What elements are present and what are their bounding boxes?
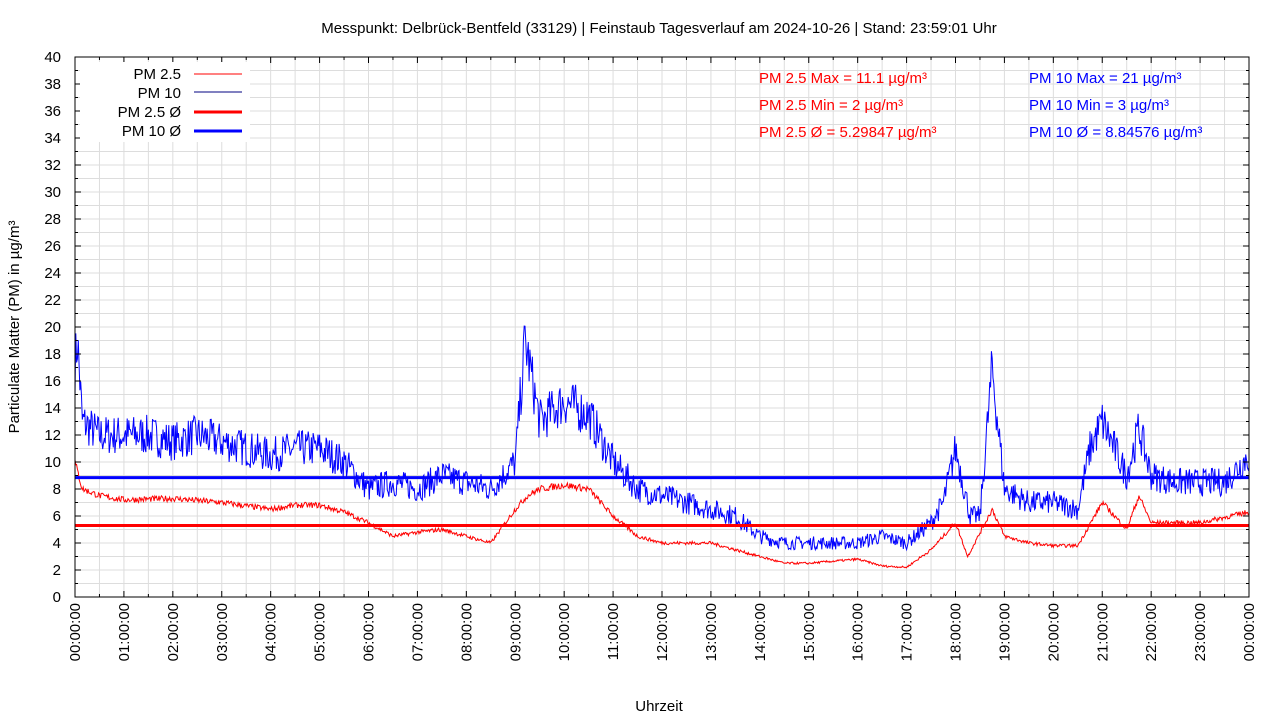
x-tick-label: 19:00:00 — [996, 603, 1013, 661]
y-tick-label: 16 — [44, 373, 61, 390]
y-tick-label: 6 — [53, 508, 61, 525]
x-tick-label: 16:00:00 — [850, 603, 867, 661]
stats-annotations: PM 2.5 Max = 11.1 µg/m³ PM 2.5 Min = 2 µ… — [759, 70, 1202, 141]
legend-label-pm25: PM 2.5 — [133, 66, 181, 83]
x-tick-label: 13:00:00 — [703, 603, 720, 661]
x-tick-label: 20:00:00 — [1045, 603, 1062, 661]
y-tick-label: 18 — [44, 346, 61, 363]
chart-title: Messpunkt: Delbrück-Bentfeld (33129) | F… — [321, 20, 996, 37]
x-tick-label: 06:00:00 — [361, 603, 378, 661]
axes: 024681012141618202224262830323436384000:… — [44, 49, 1258, 661]
y-tick-label: 40 — [44, 49, 61, 66]
series-line-pm10 — [74, 325, 1250, 552]
pm25-min-label: PM 2.5 Min = 2 µg/m³ — [759, 97, 903, 114]
x-tick-label: 14:00:00 — [752, 603, 769, 661]
y-tick-label: 0 — [53, 589, 61, 606]
y-axis-label: Particulate Matter (PM) in µg/m³ — [6, 221, 23, 434]
x-tick-label: 08:00:00 — [458, 603, 475, 661]
pm10-max-label: PM 10 Max = 21 µg/m³ — [1029, 70, 1181, 87]
legend-label-pm10-avg: PM 10 Ø — [122, 123, 182, 140]
x-tick-label: 00:00:00 — [67, 603, 84, 661]
series-line-pm25 — [74, 459, 1250, 569]
x-tick-label: 15:00:00 — [801, 603, 818, 661]
x-tick-label: 22:00:00 — [1143, 603, 1160, 661]
y-tick-label: 14 — [44, 400, 61, 417]
x-tick-label: 23:00:00 — [1192, 603, 1209, 661]
pm10-min-label: PM 10 Min = 3 µg/m³ — [1029, 97, 1169, 114]
y-tick-label: 24 — [44, 265, 61, 282]
x-tick-label: 10:00:00 — [556, 603, 573, 661]
y-tick-label: 22 — [44, 292, 61, 309]
y-tick-label: 8 — [53, 481, 61, 498]
y-tick-label: 2 — [53, 562, 61, 579]
legend: PM 2.5 PM 10 PM 2.5 Ø PM 10 Ø — [80, 62, 250, 142]
pm25-max-label: PM 2.5 Max = 11.1 µg/m³ — [759, 70, 927, 87]
pm25-avg-label: PM 2.5 Ø = 5.29847 µg/m³ — [759, 124, 936, 141]
legend-label-pm25-avg: PM 2.5 Ø — [118, 104, 182, 121]
x-tick-label: 11:00:00 — [605, 603, 622, 660]
x-tick-label: 01:00:00 — [116, 603, 133, 661]
x-tick-label: 09:00:00 — [507, 603, 524, 661]
x-axis-label: Uhrzeit — [635, 698, 683, 715]
legend-label-pm10: PM 10 — [138, 85, 181, 102]
x-tick-label: 05:00:00 — [312, 603, 329, 661]
x-tick-label: 04:00:00 — [263, 603, 280, 661]
grid — [74, 56, 1250, 598]
y-tick-label: 4 — [53, 535, 61, 552]
x-tick-label: 17:00:00 — [899, 603, 916, 661]
y-tick-label: 12 — [44, 427, 61, 444]
y-tick-label: 38 — [44, 76, 61, 93]
y-tick-label: 34 — [44, 130, 61, 147]
x-tick-label: 00:00:00 — [1241, 603, 1258, 661]
y-tick-label: 26 — [44, 238, 61, 255]
y-tick-label: 20 — [44, 319, 61, 336]
series-layer — [74, 325, 1250, 569]
y-tick-label: 36 — [44, 103, 61, 120]
x-tick-label: 03:00:00 — [214, 603, 231, 661]
y-tick-label: 30 — [44, 184, 61, 201]
y-tick-label: 10 — [44, 454, 61, 471]
x-tick-label: 18:00:00 — [948, 603, 965, 661]
pm10-avg-label: PM 10 Ø = 8.84576 µg/m³ — [1029, 124, 1202, 141]
x-tick-label: 12:00:00 — [654, 603, 671, 661]
y-tick-label: 28 — [44, 211, 61, 228]
x-tick-label: 21:00:00 — [1094, 603, 1111, 661]
x-tick-label: 02:00:00 — [165, 603, 182, 661]
y-tick-label: 32 — [44, 157, 61, 174]
x-tick-label: 07:00:00 — [409, 603, 426, 661]
